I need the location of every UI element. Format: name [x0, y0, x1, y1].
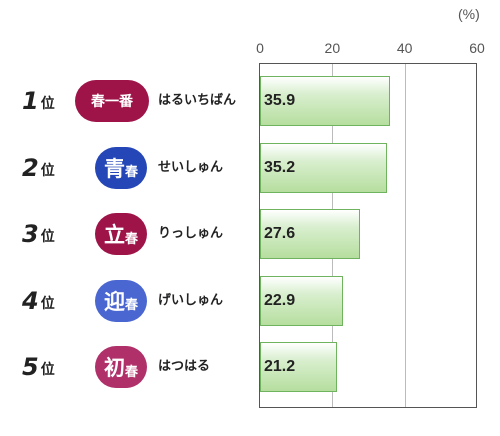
term-sub: 春: [124, 364, 138, 380]
bar: [260, 209, 360, 259]
term-reading: りっしゅん: [158, 226, 224, 241]
rank-number: 1: [22, 87, 39, 115]
rank-number: 2: [22, 153, 39, 182]
rank-number: 5: [22, 353, 39, 381]
bar: [260, 142, 388, 193]
bar-value-label: 35.2: [264, 158, 296, 176]
term-badge: 立春: [95, 213, 147, 255]
bar-value-label: 22.9: [264, 291, 296, 309]
term-main: 迎: [103, 289, 125, 314]
grid-line: [404, 64, 406, 407]
bar-value-label: 27.6: [264, 225, 296, 242]
term-main: 立: [103, 223, 125, 247]
x-tick-label: 20: [324, 40, 341, 56]
unit-label: (%): [458, 6, 480, 22]
rank-suffix: 位: [40, 229, 55, 245]
x-tick-label: 40: [396, 40, 413, 56]
term-main: 青: [103, 156, 125, 181]
rank-number: 3: [22, 220, 39, 248]
term-reading: げいしゅん: [158, 292, 224, 308]
term-reading: はつはる: [158, 359, 211, 374]
term-main: 春一番: [91, 94, 133, 110]
term-reading: はるいちばん: [158, 93, 237, 108]
bar: [260, 76, 390, 126]
bar: [260, 275, 343, 326]
bar-value-label: 21.2: [264, 358, 296, 375]
rank-suffix: 位: [40, 162, 55, 179]
term-reading: せいしゅん: [158, 159, 224, 175]
x-tick-label: 0: [256, 40, 264, 56]
rank-suffix: 位: [40, 362, 55, 378]
x-tick-label: 60: [469, 40, 485, 56]
term-badge: 青春: [95, 146, 147, 189]
term-sub: 春: [124, 298, 138, 313]
term-badge: 初春: [95, 346, 147, 388]
rank-suffix: 位: [40, 295, 55, 312]
rank-suffix: 位: [40, 96, 55, 112]
plot-area: [259, 63, 477, 408]
term-badge: 春一番: [75, 80, 149, 122]
term-badge: 迎春: [95, 279, 147, 322]
term-main: 初: [103, 356, 125, 380]
rank-number: 4: [22, 286, 39, 315]
term-sub: 春: [124, 165, 138, 180]
bar: [260, 342, 337, 392]
term-sub: 春: [124, 231, 138, 247]
bar-value-label: 35.9: [264, 92, 296, 109]
